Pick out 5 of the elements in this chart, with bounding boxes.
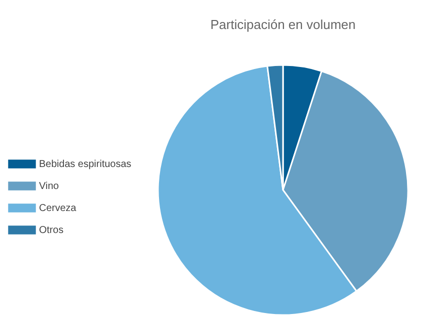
legend-label: Vino: [39, 181, 60, 192]
legend-label: Bebidas espirituosas: [39, 159, 132, 170]
legend-label: Otros: [39, 225, 64, 236]
chart-title: Participación en volumen: [210, 17, 356, 32]
legend-label: Cerveza: [39, 203, 77, 214]
